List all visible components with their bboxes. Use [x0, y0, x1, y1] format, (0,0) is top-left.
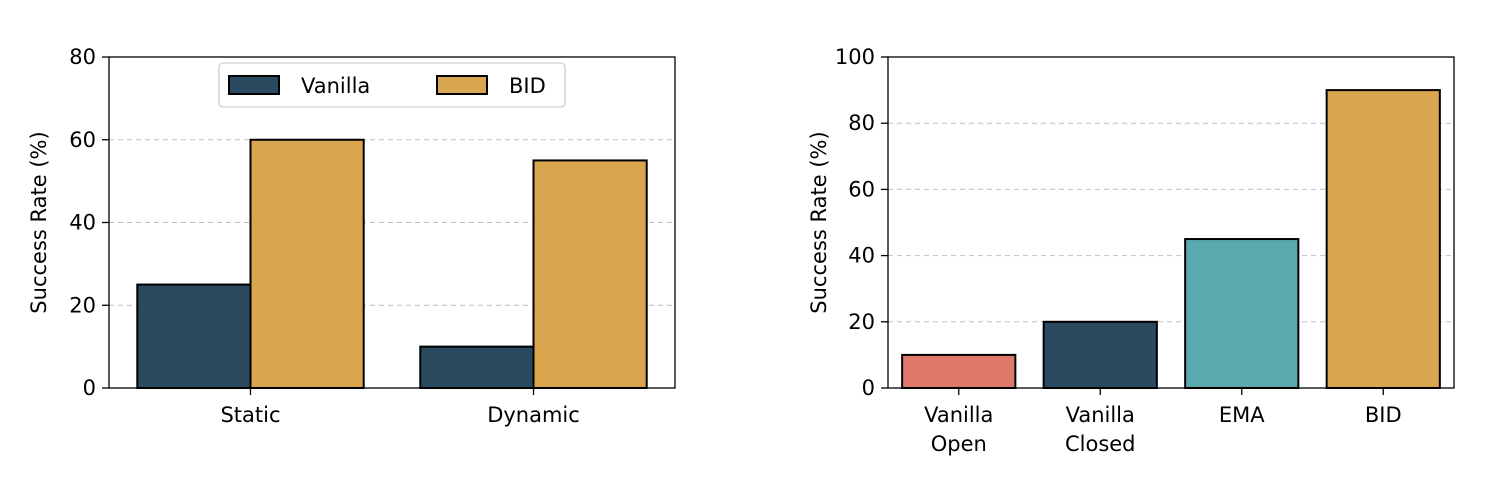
- right-ytick-label: 100: [835, 45, 875, 69]
- left-ytick-label: 40: [69, 211, 96, 235]
- chart-left: Static Dynamic 0 20 40 60 80 Success Rate (%) Va…: [27, 45, 676, 427]
- legend-label-bid: BID: [509, 74, 546, 98]
- bar-vanilla-open: [901, 353, 1017, 389]
- right-ytick-label: 20: [848, 310, 875, 334]
- legend-label-vanilla: Vanilla: [301, 74, 370, 98]
- left-ytick-label: 80: [69, 45, 96, 69]
- right-ytick-label: 60: [848, 177, 875, 201]
- right-ytick-label: 40: [848, 244, 875, 268]
- left-ytick-label: 20: [69, 293, 96, 317]
- right-xtick-label: Vanilla: [1066, 403, 1135, 427]
- right-xtick-label: EMA: [1219, 403, 1265, 427]
- left-ytick-label: 60: [69, 128, 96, 152]
- right-xtick-label: Vanilla: [924, 403, 993, 427]
- right-xtick-label: Open: [931, 432, 987, 456]
- bar-bid-static: [249, 138, 365, 389]
- bar-vanilla-closed: [1042, 320, 1158, 389]
- chart-right: Vanilla Open Vanilla Closed EMA BID 0 20 40 60 80 1…: [807, 45, 1455, 456]
- left-xtick-label: Static: [220, 403, 280, 427]
- legend-swatch-bid: [436, 75, 488, 95]
- legend-frame: [218, 62, 566, 108]
- bar-vanilla-static: [136, 283, 252, 389]
- right-axes-frame: [887, 56, 1455, 389]
- right-ytick-label: 80: [848, 111, 875, 135]
- right-ytick-label: 0: [862, 376, 875, 400]
- bar-bid: [1325, 89, 1441, 389]
- right-xtick-label: BID: [1365, 403, 1402, 427]
- left-y-axis-label: Success Rate (%): [27, 131, 51, 313]
- bar-bid-dynamic: [532, 159, 648, 389]
- right-y-axis-label: Success Rate (%): [807, 131, 831, 313]
- left-xtick-label: Dynamic: [487, 403, 580, 427]
- left-ytick-label: 0: [83, 376, 96, 400]
- bar-vanilla-dynamic: [419, 345, 535, 389]
- right-xtick-label: Closed: [1065, 432, 1136, 456]
- bar-ema: [1184, 238, 1300, 389]
- legend-swatch-vanilla: [228, 75, 280, 95]
- legend: Vanilla BID: [218, 62, 566, 108]
